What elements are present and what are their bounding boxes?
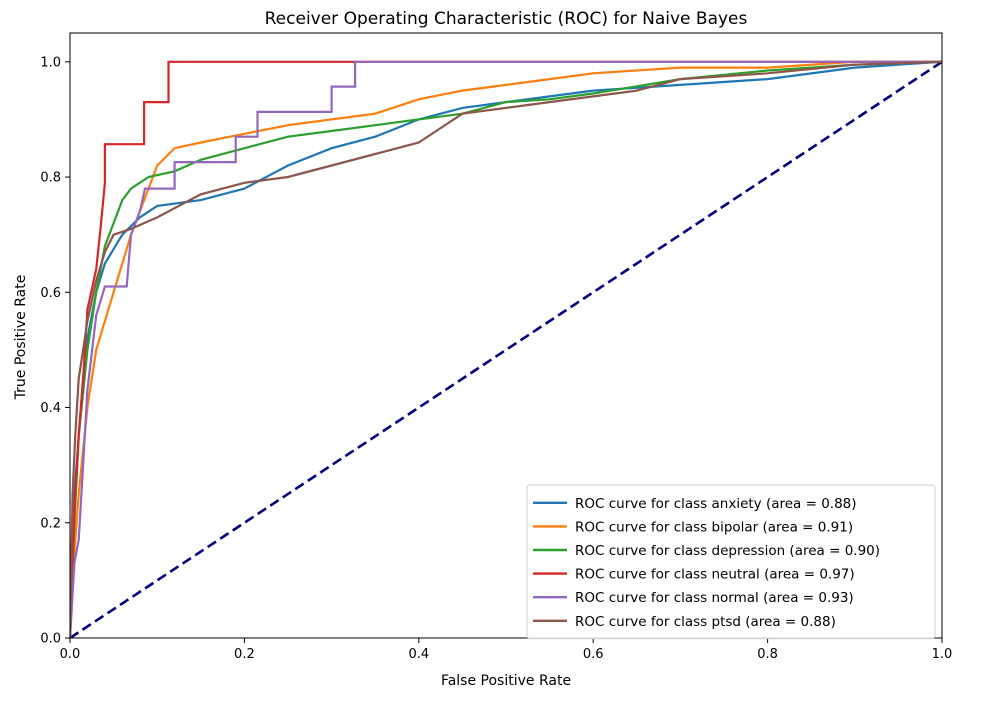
- x-tick-label: 0.8: [757, 647, 778, 662]
- roc-series-line-4: [70, 60, 942, 638]
- x-tick-label: 1.0: [932, 647, 953, 662]
- y-tick-label: 0.4: [40, 401, 61, 416]
- x-axis-ticks: 0.0 0.2 0.4 0.6 0.8 1.0: [60, 638, 953, 662]
- legend-label: ROC curve for class normal (area = 0.93): [575, 590, 854, 606]
- roc-series-line-2: [70, 60, 942, 638]
- y-tick-label: 0.0: [40, 632, 61, 647]
- y-tick-label: 0.8: [40, 171, 61, 186]
- x-tick-label: 0.6: [583, 647, 604, 662]
- legend-label: ROC curve for class ptsd (area = 0.88): [575, 614, 836, 630]
- legend-box: [526, 484, 936, 640]
- chart-title: Receiver Operating Characteristic (ROC) …: [265, 9, 748, 29]
- y-tick-label: 0.2: [40, 516, 61, 531]
- chart-legend: ROC curve for class anxiety (area = 0.88…: [526, 484, 936, 640]
- y-tick-label: 1.0: [40, 55, 61, 70]
- y-axis-ticks: 0.0 0.2 0.4 0.6 0.8 1.0: [40, 55, 70, 647]
- roc-curves: [70, 60, 942, 638]
- legend-label: ROC curve for class neutral (area = 0.97…: [575, 567, 855, 583]
- x-axis-label: False Positive Rate: [441, 673, 571, 689]
- legend-label: ROC curve for class depression (area = 0…: [575, 543, 880, 559]
- plot-area-frame: [69, 32, 943, 639]
- y-tick-label: 0.6: [40, 286, 61, 301]
- x-tick-label: 0.2: [234, 647, 255, 662]
- roc-series-line-3: [70, 60, 942, 638]
- roc-series-line-5: [70, 60, 942, 638]
- roc-series-line-1: [70, 60, 942, 638]
- legend-label: ROC curve for class bipolar (area = 0.91…: [575, 519, 853, 535]
- y-axis-label: True Positive Rate: [13, 275, 29, 401]
- x-tick-label: 0.0: [60, 647, 81, 662]
- legend-label: ROC curve for class anxiety (area = 0.88…: [575, 496, 857, 512]
- diagonal-reference-line: [70, 60, 942, 638]
- x-tick-label: 0.4: [408, 647, 429, 662]
